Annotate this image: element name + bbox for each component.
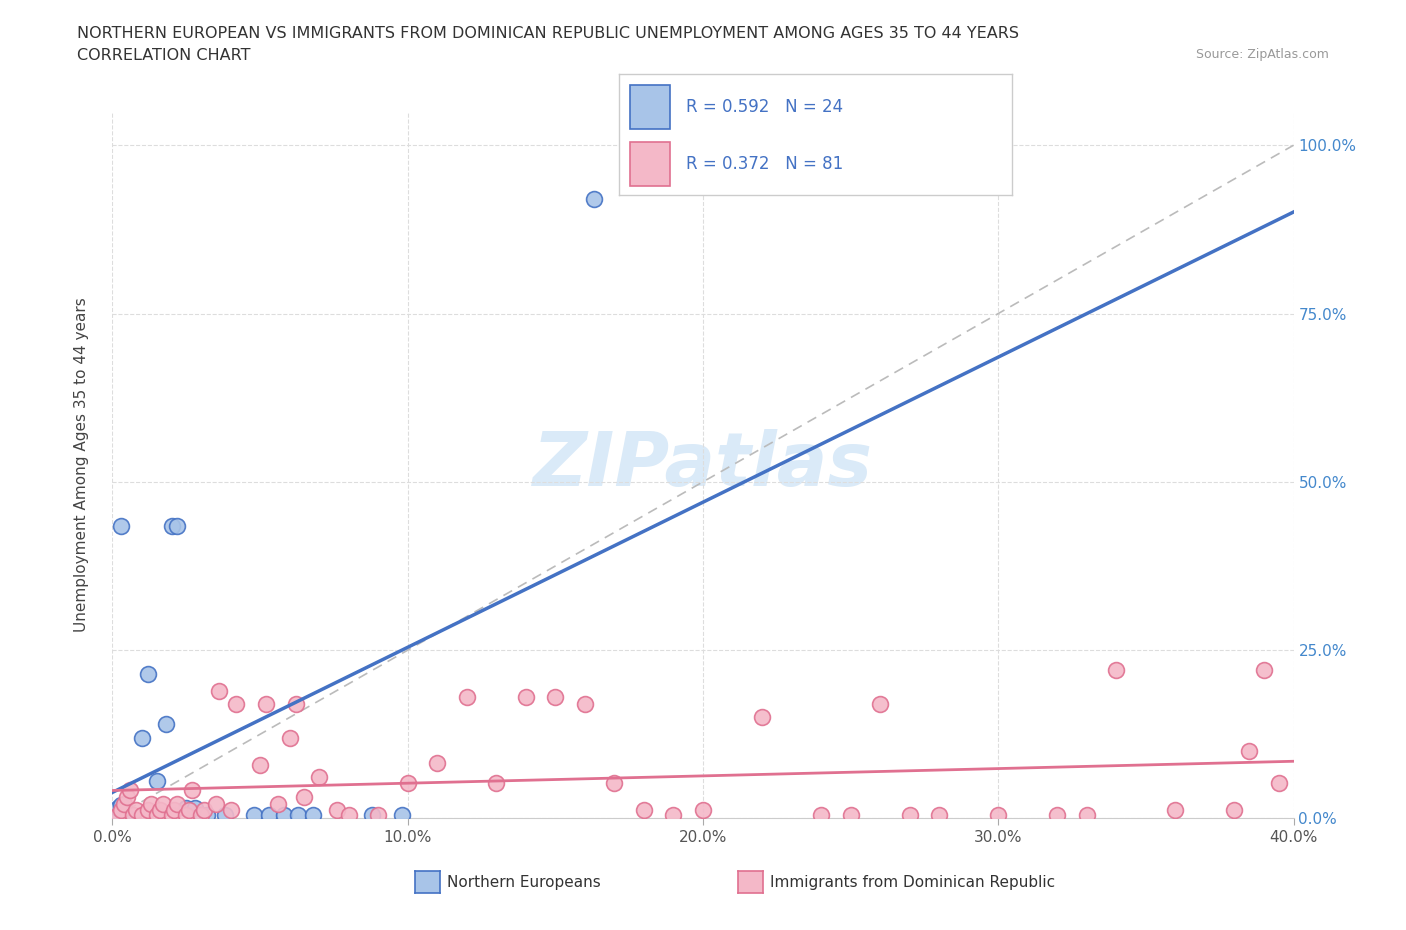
Point — [193, 803, 215, 817]
Point — [308, 769, 330, 784]
Text: R = 0.592   N = 24: R = 0.592 N = 24 — [686, 98, 842, 116]
Point — [243, 807, 266, 822]
Y-axis label: Unemployment Among Ages 35 to 44 years: Unemployment Among Ages 35 to 44 years — [75, 298, 89, 632]
Point — [361, 807, 384, 822]
Point — [205, 796, 228, 811]
Point — [131, 730, 153, 745]
Point — [869, 697, 891, 711]
Point — [326, 803, 349, 817]
Point — [160, 807, 183, 822]
Point — [928, 807, 950, 822]
Point — [160, 518, 183, 533]
Point — [195, 807, 218, 822]
Point — [107, 807, 129, 822]
Point — [179, 803, 201, 817]
Point — [1076, 807, 1098, 822]
Point — [184, 801, 207, 816]
Point — [582, 192, 605, 206]
Point — [117, 790, 138, 804]
Point — [1046, 807, 1069, 822]
Point — [155, 717, 177, 732]
Point — [163, 803, 186, 817]
Point — [273, 807, 295, 822]
Point — [181, 783, 204, 798]
Point — [839, 807, 862, 822]
Point — [1253, 663, 1275, 678]
Point — [987, 807, 1010, 822]
Point — [107, 801, 129, 816]
Point — [125, 803, 148, 817]
Point — [751, 710, 773, 724]
Point — [278, 730, 301, 745]
Point — [166, 518, 188, 533]
Point — [174, 801, 197, 816]
Point — [302, 807, 325, 822]
Point — [692, 803, 714, 817]
Point — [257, 807, 280, 822]
Point — [544, 690, 567, 705]
Point — [367, 807, 389, 822]
Point — [1164, 803, 1187, 817]
Point — [107, 807, 129, 822]
Point — [112, 796, 135, 811]
Point — [136, 666, 159, 681]
Text: Northern Europeans: Northern Europeans — [447, 875, 600, 890]
Point — [292, 790, 315, 804]
Point — [337, 807, 360, 822]
Point — [219, 803, 242, 817]
Text: Immigrants from Dominican Republic: Immigrants from Dominican Republic — [770, 875, 1056, 890]
Point — [122, 807, 145, 822]
Point — [117, 810, 138, 825]
Point — [146, 807, 169, 822]
Point — [136, 803, 159, 817]
Point — [190, 807, 212, 822]
Point — [485, 776, 508, 790]
Point — [633, 803, 655, 817]
Point — [152, 796, 174, 811]
Point — [208, 683, 231, 698]
Point — [1239, 744, 1261, 759]
Point — [190, 807, 212, 822]
Point — [662, 807, 685, 822]
Point — [110, 518, 132, 533]
Point — [1223, 803, 1246, 817]
Point — [146, 774, 169, 789]
Point — [515, 690, 537, 705]
Point — [1268, 776, 1291, 790]
Point — [267, 796, 290, 811]
Point — [110, 798, 132, 813]
Point — [898, 807, 921, 822]
Point — [396, 776, 419, 790]
Point — [287, 807, 309, 822]
Point — [1105, 663, 1128, 678]
Point — [249, 757, 271, 772]
Point — [166, 796, 188, 811]
Text: R = 0.372   N = 81: R = 0.372 N = 81 — [686, 155, 842, 173]
Point — [456, 690, 478, 705]
Point — [120, 783, 142, 798]
Point — [110, 803, 132, 817]
Text: CORRELATION CHART: CORRELATION CHART — [77, 48, 250, 63]
Text: ZIPatlas: ZIPatlas — [533, 429, 873, 501]
Text: Source: ZipAtlas.com: Source: ZipAtlas.com — [1195, 48, 1329, 61]
Point — [139, 796, 162, 811]
Point — [574, 697, 596, 711]
Point — [284, 697, 307, 711]
Point — [254, 697, 277, 711]
FancyBboxPatch shape — [630, 86, 669, 128]
Text: NORTHERN EUROPEAN VS IMMIGRANTS FROM DOMINICAN REPUBLIC UNEMPLOYMENT AMONG AGES : NORTHERN EUROPEAN VS IMMIGRANTS FROM DOM… — [77, 26, 1019, 41]
Point — [426, 756, 449, 771]
Point — [149, 803, 172, 817]
Point — [174, 807, 197, 822]
Point — [214, 807, 236, 822]
FancyBboxPatch shape — [630, 142, 669, 186]
Point — [391, 807, 413, 822]
Point — [225, 697, 247, 711]
Point — [603, 776, 626, 790]
Point — [131, 807, 153, 822]
Point — [810, 807, 832, 822]
